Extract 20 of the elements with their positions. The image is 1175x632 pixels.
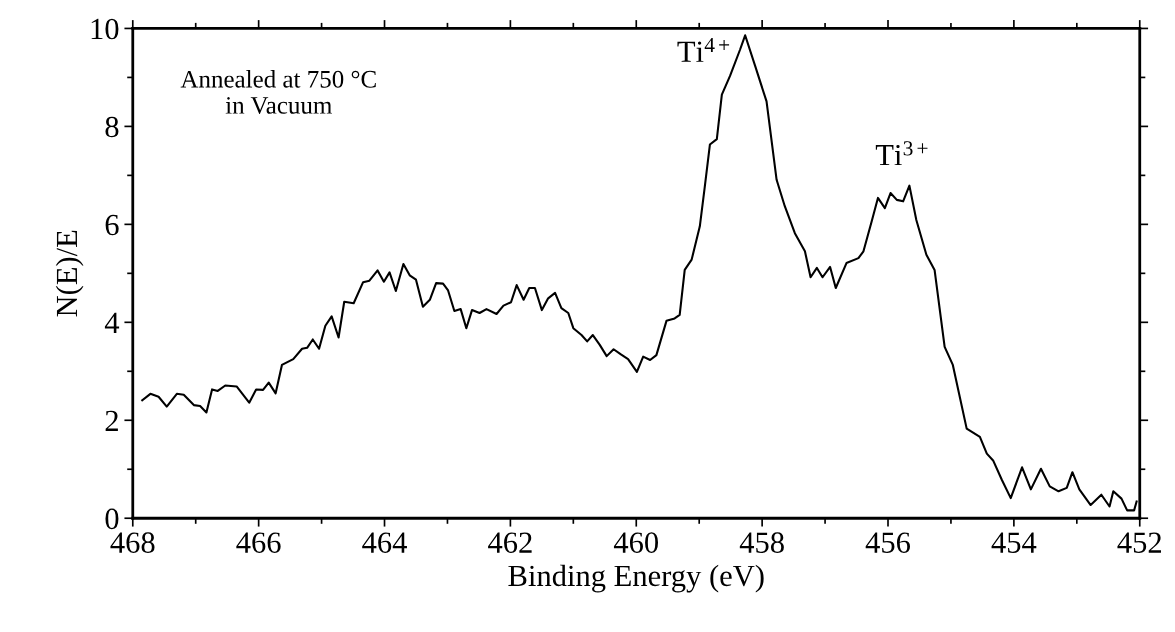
x-tick-label: 452: [1117, 532, 1161, 553]
y-tick-label: 4: [104, 312, 120, 333]
y-tick-label: 2: [105, 410, 118, 431]
y-tick-label: 10: [91, 18, 119, 40]
y-tick-label: 0: [105, 508, 119, 530]
x-tick-label: 454: [991, 532, 1037, 553]
x-tick-label: 458: [739, 532, 784, 553]
x-tick-label: 462: [488, 532, 532, 553]
x-tick-label: 466: [236, 532, 281, 553]
annotation: Annealed at 750 °C in Vacuum: [180, 70, 376, 114]
annotation: Ti$^{3+}$: [875, 141, 928, 166]
y-tick-label: 6: [105, 214, 119, 236]
x-tick-label: 464: [362, 532, 407, 553]
y-tick-label: 8: [105, 116, 119, 138]
x-tick-label: 468: [110, 532, 155, 553]
y-axis-title: N(E)/E: [55, 230, 84, 317]
annotation: Ti$^{4+}$: [677, 37, 730, 62]
x-axis-title: Binding Energy (eV): [508, 564, 764, 593]
x-tick-label: 460: [613, 532, 659, 553]
x-tick-label: 456: [865, 532, 911, 553]
